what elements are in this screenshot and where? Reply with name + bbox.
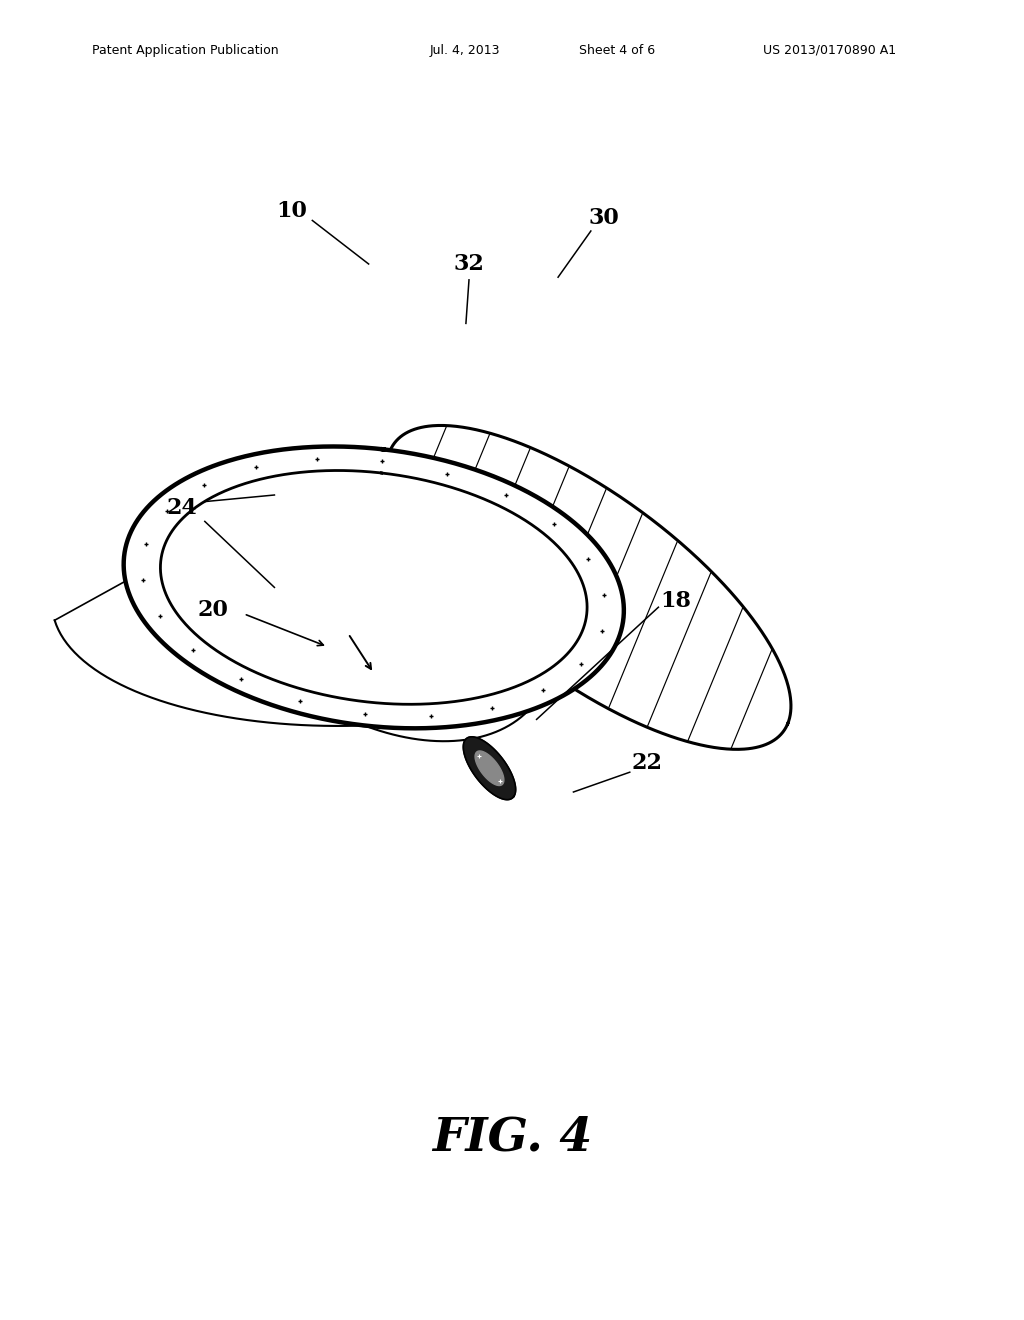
Polygon shape: [463, 737, 516, 800]
Text: 20: 20: [198, 599, 228, 620]
Text: 18: 18: [660, 590, 691, 611]
Text: 24: 24: [167, 498, 198, 519]
Text: FIG. 4: FIG. 4: [432, 1115, 592, 1160]
Polygon shape: [124, 446, 624, 729]
Polygon shape: [297, 446, 587, 610]
Polygon shape: [387, 425, 791, 750]
Text: Patent Application Publication: Patent Application Publication: [92, 44, 279, 57]
Text: US 2013/0170890 A1: US 2013/0170890 A1: [763, 44, 896, 57]
Text: Sheet 4 of 6: Sheet 4 of 6: [579, 44, 654, 57]
Text: 22: 22: [632, 752, 663, 774]
Polygon shape: [54, 581, 620, 742]
Polygon shape: [161, 470, 587, 705]
Text: 10: 10: [276, 201, 307, 222]
Text: 30: 30: [589, 207, 620, 228]
Text: 32: 32: [454, 253, 484, 275]
Polygon shape: [475, 751, 504, 785]
Text: Jul. 4, 2013: Jul. 4, 2013: [430, 44, 501, 57]
